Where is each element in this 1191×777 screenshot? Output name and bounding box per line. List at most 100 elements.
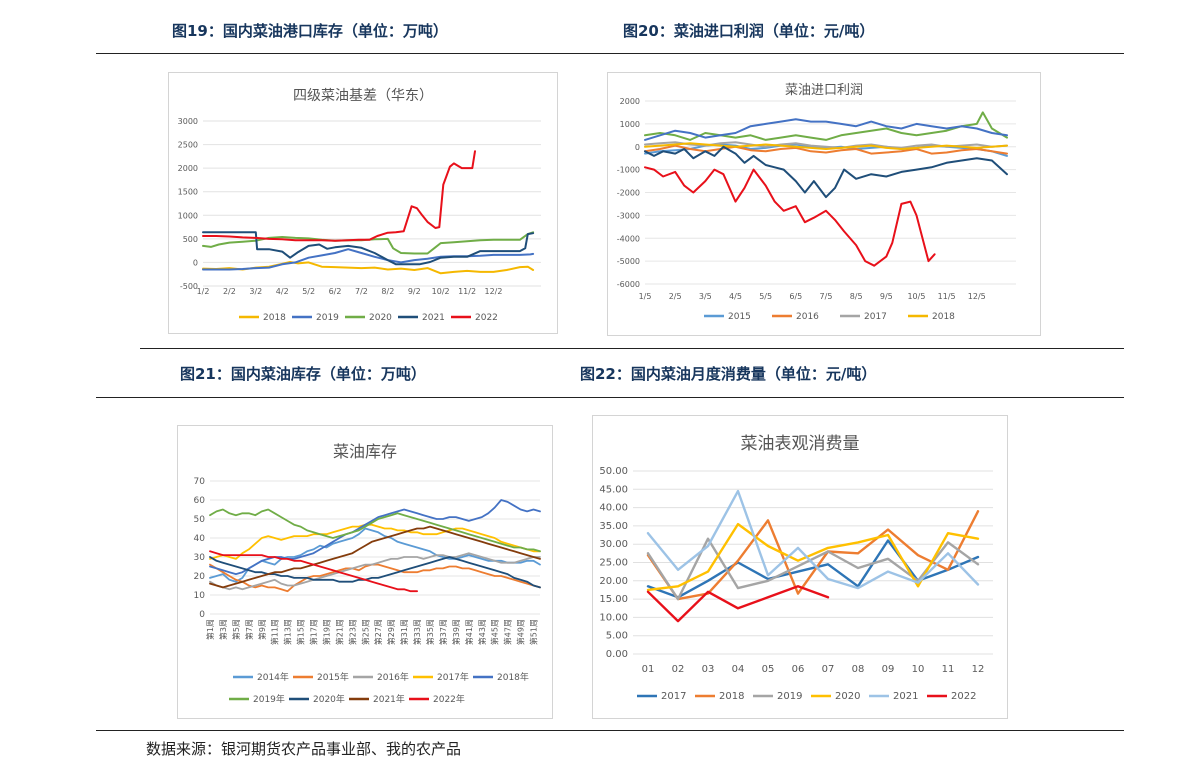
x-tick-label: 第7周: [244, 619, 254, 640]
legend-label: 2021: [893, 691, 918, 702]
x-tick-label: 1/5: [639, 292, 652, 301]
legend-label: 2020: [835, 691, 860, 702]
x-tick-label: 第51周: [529, 619, 539, 645]
y-tick-label: 0: [193, 258, 198, 267]
y-tick-label: 10.00: [599, 612, 628, 623]
legend-label: 2018: [263, 313, 286, 323]
y-tick-label: -5000: [617, 257, 640, 266]
consumption-chart: 菜油表观消费量 0.00 5.00 10.00 15.00 20.00 25.00 30.00…: [599, 434, 993, 702]
inventory-chart-panel: 菜油库存 0 10 20 30 40 50 60 70 第1周 第3周 第5周 第7周 第9周 第11周 第1…: [177, 425, 553, 719]
y-tick-label: -3000: [617, 211, 640, 220]
series-line-2019: [209, 508, 541, 553]
series-line-2022: [202, 150, 476, 242]
x-tick-label: 第29周: [386, 619, 396, 645]
y-tick-label: 50.00: [599, 466, 628, 477]
x-tick-label: 5/2: [302, 287, 315, 296]
y-tick-label: 50: [194, 515, 206, 525]
x-tick-label: 2/5: [669, 292, 682, 301]
figure-19-heading: 图19：国内菜油港口库存（单位：万吨）: [172, 22, 448, 40]
x-tick-label: 7/2: [355, 287, 368, 296]
y-tick-label: -4000: [617, 234, 640, 243]
legend-label: 2017年: [437, 671, 469, 683]
chart-title: 菜油进口利润: [785, 83, 863, 98]
series-line-2022: [646, 585, 830, 623]
x-tick-label: 11/5: [938, 292, 956, 301]
y-tick-label: 0: [635, 143, 640, 152]
x-tick-label: 第17周: [309, 619, 319, 645]
x-tick-label: 第45周: [490, 619, 500, 645]
series-line-2017: [209, 523, 541, 560]
bottom-divider: [96, 730, 1124, 731]
x-tick-label: 8/2: [381, 287, 394, 296]
series-line-2022: [209, 550, 419, 593]
x-tick-label: 11/2: [458, 287, 476, 296]
legend-label: 2021: [422, 313, 445, 323]
series-line-2018: [644, 142, 1008, 150]
x-tick-label: 第39周: [451, 619, 461, 645]
x-tick-label: 第15周: [296, 619, 306, 645]
y-tick-label: 30.00: [599, 539, 628, 550]
legend-label: 2015: [728, 312, 751, 322]
chart-title: 菜油库存: [333, 442, 397, 461]
x-tick-label: 07: [822, 664, 835, 675]
top-divider: [96, 53, 1124, 54]
x-tick-label: 03: [702, 664, 715, 675]
series-line-2021: [646, 489, 980, 590]
x-tick-label: 01: [642, 664, 655, 675]
legend-label: 2022年: [433, 693, 465, 705]
legend-label: 2017: [661, 691, 686, 702]
basis-chart-panel: 四级菜油基差（华东） -500 0 500 1000 1500 2000 2500 3000 1/…: [168, 72, 558, 334]
x-tick-label: 第5周: [231, 619, 241, 640]
x-tick-label: 4/2: [276, 287, 289, 296]
figure-21-heading: 图21：国内菜油库存（单位：万吨）: [180, 365, 426, 383]
y-tick-label: 70: [194, 477, 206, 487]
x-tick-label: 6/2: [329, 287, 342, 296]
y-tick-label: 40: [194, 534, 206, 544]
x-tick-label: 3/2: [249, 287, 262, 296]
y-tick-label: 1000: [620, 120, 640, 129]
legend-label: 2017: [864, 312, 887, 322]
y-tick-label: 500: [183, 235, 198, 244]
x-tick-label: 12: [972, 664, 985, 675]
legend-label: 2021年: [373, 693, 405, 705]
y-tick-label: -1000: [617, 166, 640, 175]
import-profit-chart-panel: 菜油进口利润 -6000 -5000 -4000 -3000 -2000 -1000 0 100…: [607, 72, 1041, 336]
series-line-2020: [202, 231, 535, 255]
series-line-unlabeled: [644, 145, 1008, 199]
x-tick-label: 第25周: [360, 619, 370, 645]
y-tick-label: 40.00: [599, 503, 628, 514]
y-tick-label: -500: [180, 282, 198, 291]
middle-divider-top: [140, 348, 1124, 349]
x-tick-label: 02: [672, 664, 685, 675]
y-tick-label: 0: [199, 610, 205, 620]
series-line-2014: [209, 527, 541, 583]
legend-label: 2018: [932, 312, 955, 322]
series-line-2020: [646, 522, 980, 592]
series-line-2021: [209, 525, 541, 589]
y-tick-label: 5.00: [606, 631, 628, 642]
x-tick-label: 第37周: [438, 619, 448, 645]
x-tick-label: 08: [852, 664, 865, 675]
figure-22-heading: 图22：国内菜油月度消费量（单位：元/吨）: [580, 365, 877, 383]
y-tick-label: 1500: [178, 188, 198, 197]
series-line-2018: [646, 510, 980, 601]
x-tick-label: 4/5: [729, 292, 742, 301]
basis-chart: 四级菜油基差（华东） -500 0 500 1000 1500 2000 2500 3000 1/…: [178, 87, 541, 323]
y-tick-label: -6000: [617, 280, 640, 289]
legend-label: 2019: [777, 691, 802, 702]
series-line-2020: [209, 556, 541, 589]
consumption-chart-panel: 菜油表观消费量 0.00 5.00 10.00 15.00 20.00 25.00 30.00…: [592, 415, 1008, 719]
y-tick-label: 20: [194, 572, 206, 582]
legend-label: 2018: [719, 691, 744, 702]
y-tick-label: 10: [194, 591, 206, 601]
y-tick-label: 1000: [178, 211, 198, 220]
import-profit-chart: 菜油进口利润 -6000 -5000 -4000 -3000 -2000 -1000 0 100…: [617, 83, 1016, 322]
legend-label: 2019: [316, 313, 339, 323]
y-tick-label: 20.00: [599, 576, 628, 587]
x-tick-label: 10/5: [907, 292, 925, 301]
series-line-2019: [202, 248, 535, 271]
x-tick-label: 6/5: [789, 292, 802, 301]
y-tick-label: 25.00: [599, 558, 628, 569]
x-tick-label: 3/5: [699, 292, 712, 301]
y-tick-label: 2000: [620, 97, 640, 106]
